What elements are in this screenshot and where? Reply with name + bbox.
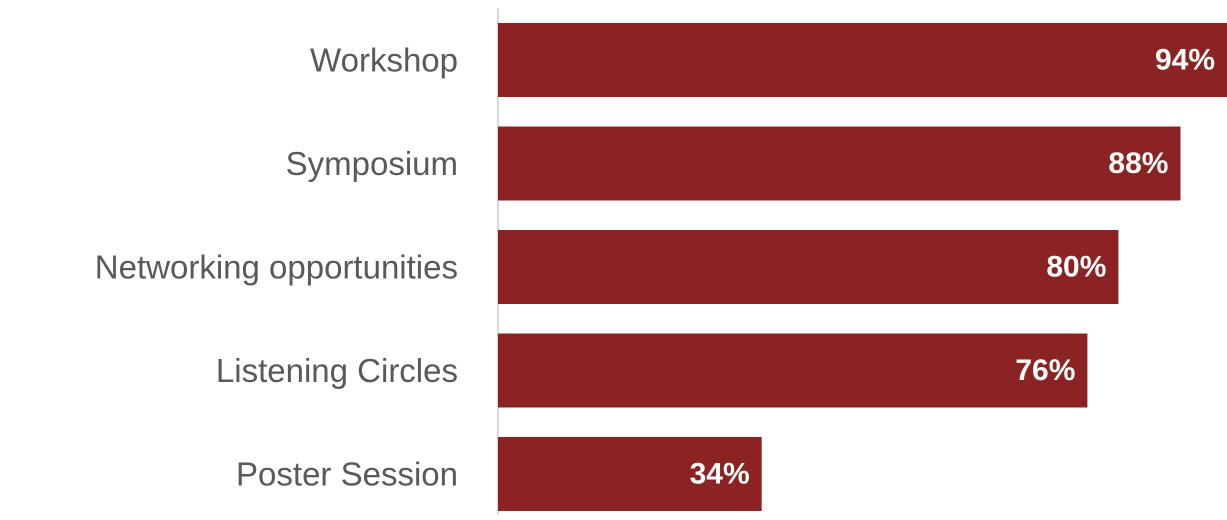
value-label-workshop: 94% — [1155, 44, 1215, 77]
category-label-listening-circles: Listening Circles — [216, 352, 458, 389]
category-label-poster-session: Poster Session — [236, 456, 458, 493]
category-label-workshop: Workshop — [310, 42, 458, 79]
bar-networking-opportunities — [498, 230, 1119, 304]
category-label-symposium: Symposium — [286, 145, 458, 182]
bar-listening-circles — [498, 333, 1088, 408]
bar-workshop — [498, 23, 1227, 97]
value-label-poster-session: 34% — [690, 458, 750, 491]
value-label-listening-circles: 76% — [1015, 354, 1075, 387]
category-label-networking-opportunities: Networking opportunities — [95, 249, 458, 286]
bars-group: Workshop 94% Symposium 88% Networking opport… — [95, 23, 1227, 511]
bar-symposium — [498, 126, 1181, 201]
value-label-symposium: 88% — [1108, 147, 1168, 180]
value-label-networking-opportunities: 80% — [1046, 251, 1106, 284]
bar-poster-session — [498, 437, 762, 511]
